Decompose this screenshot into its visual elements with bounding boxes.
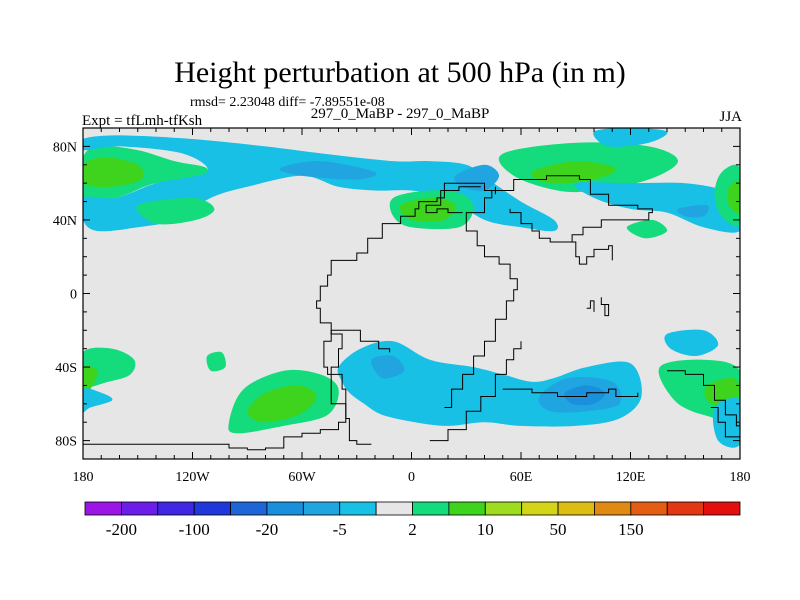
coastline-southern-landmass-bottom [502,388,639,397]
coastline-europe-inner-coast [425,186,481,214]
colorbar-swatch [703,501,741,516]
contour-nh-east-asia-positive-core [531,161,617,184]
x-tick-label: 60W [288,470,316,485]
coastline-sh-east-island-chain-2 [710,407,740,445]
colorbar-label: 2 [408,520,417,539]
coastline-central-landmass-east [444,175,580,408]
contour-nh-dateline-positive-core [727,181,740,214]
colorbar-swatch [339,501,377,516]
y-tick-label: 0 [70,288,77,303]
colorbar-swatch [666,501,705,516]
colorbar-swatch [375,501,413,516]
colorbar-swatch [120,501,159,516]
contour-nh-west-positive-core [83,157,144,188]
colorbar: -200 -100 -20 -5 2 10 50 150 [84,501,741,539]
chart-title: Height perturbation at 500 hPa (in m) [174,56,626,89]
contour-sh-south-america-positive-core [247,385,317,423]
coastline-southern-landmass-south [429,341,522,442]
colorbar-swatch [484,501,523,516]
colorbar-label: -200 [106,520,137,539]
colorbar-swatch [448,501,486,516]
experiment-label: Expt = tfLmh-tfKsh [82,113,203,129]
colorbar-swatch [230,501,268,516]
contour-nh-siberia-negative [454,164,500,192]
case-label: 297_0_MaBP - 297_0_MaBP [310,106,490,122]
coastline-sh-east-island-chain [667,370,740,434]
x-tick-label: 120W [175,470,210,485]
x-tick-label: 0 [408,470,415,485]
contour-sh-atlantic-negative-core [371,355,405,379]
x-tick-label: 120E [616,470,646,485]
contour-nh-pacific-east-negative [574,182,740,233]
colorbar-swatch [193,501,231,516]
x-tick-label: 180 [730,470,751,485]
colorbar-swatch [84,501,122,516]
coastline-north-america-east-coast [247,182,496,451]
colorbar-label: 50 [550,520,567,539]
colorbar-swatch [630,501,668,516]
contour-nh-pacific-negative [83,135,558,232]
season-label: JJA [719,109,742,125]
x-tick-label: 180 [73,470,94,485]
colorbar-swatch [157,501,195,516]
colorbar-swatch [521,501,559,516]
coastline-antarctic-edge [83,443,248,450]
colorbar-swatch [302,501,341,516]
colorbar-label: 150 [618,520,644,539]
y-tick-label: 80N [53,140,77,155]
contour-nh-kamchatka-negative [593,128,668,147]
contour-sh-west-negative [83,388,113,413]
map-axes: 180 120W 60W 0 60E 120E 180 80N 40N 0 40S 80S [53,127,751,485]
colorbar-swatch [594,501,632,516]
y-tick-label: 80S [55,435,77,450]
contour-tropics-negative-blob [664,329,719,357]
contour-nh-pacific-negative-core [279,161,377,180]
contour-nh-pacific-east-negative-core [676,204,709,218]
y-tick-label: 40S [55,361,77,376]
colorbar-label: -100 [179,520,210,539]
colorbar-label: 10 [477,520,494,539]
contour-sh-east-negative [712,397,740,448]
coastline-east-island [586,300,595,312]
coastline-north-america-west-coast [323,329,391,445]
colorbar-swatch [557,501,595,516]
colorbar-label: -5 [333,520,347,539]
colorbar-swatch [266,501,304,516]
x-tick-label: 60E [510,470,533,485]
coastline-east-landmass-spur [572,241,613,265]
colorbar-swatch [412,501,450,516]
coastline-east-landmass-north [509,179,653,243]
contour-tropics-positive-blob [206,351,226,372]
rmsd-diff-stats: rmsd= 2.23048 diff= -7.89551e-08 [190,95,385,110]
contour-nh-western-positive [136,197,215,225]
coastline-east-landmass-south [600,297,610,317]
y-tick-label: 40N [53,214,77,229]
colorbar-label: -20 [256,520,279,539]
map-plot-area [83,128,740,459]
contour-sh-indian-negative-deep [564,385,606,406]
contour-nh-north-pacific-small-positive [626,219,668,239]
